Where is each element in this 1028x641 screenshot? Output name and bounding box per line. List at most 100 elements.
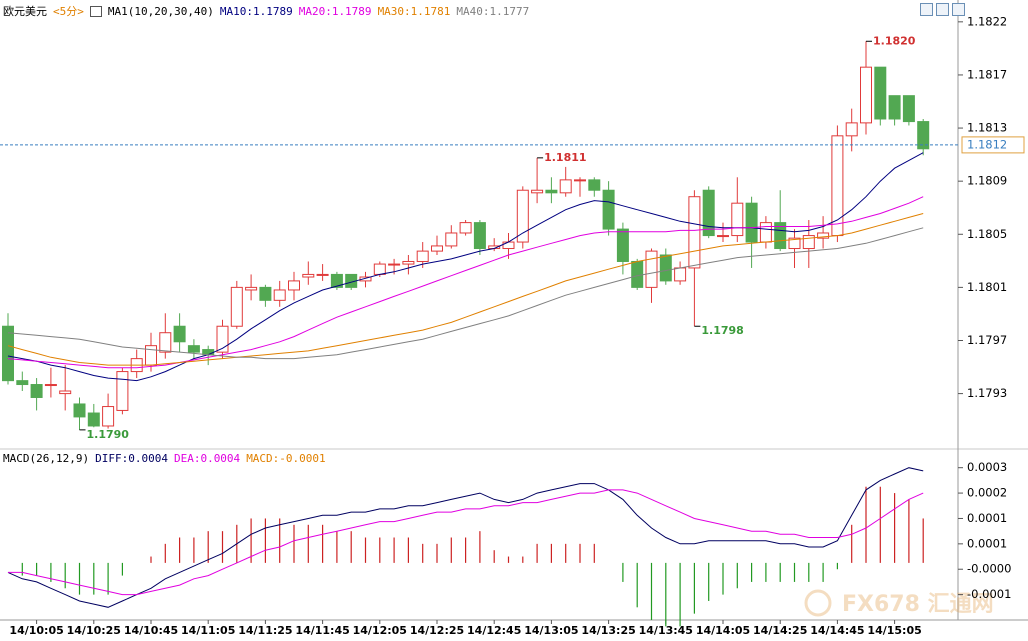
y-tick-label: 0.0003 — [967, 460, 1007, 474]
symbol-name: 欧元美元 — [3, 5, 47, 18]
x-tick-label: 14/12:05 — [353, 624, 407, 637]
y-tick-label: 0.0001 — [967, 536, 1007, 550]
x-tick-label: 14/11:05 — [181, 624, 235, 637]
y-tick-label: 0.0002 — [967, 486, 1007, 500]
indicator-icon[interactable] — [89, 5, 102, 17]
candle-body — [516, 189, 529, 243]
legend-entry: MA20:1.1789 — [298, 4, 372, 18]
annotation-label: 1.1790 — [87, 428, 130, 441]
y-tick-label: 1.1817 — [967, 67, 1007, 81]
candle-body — [159, 332, 172, 353]
legend-entry: DEA:0.0004 — [173, 452, 241, 465]
candle-body — [44, 384, 57, 387]
candle-body — [774, 222, 787, 250]
candle-body — [845, 122, 858, 137]
x-tick-label: 14/10:25 — [67, 624, 121, 637]
period[interactable]: <5分> — [53, 5, 84, 18]
x-tick-label: 14/12:25 — [410, 624, 464, 637]
candle-body — [631, 260, 644, 288]
candle-body — [731, 202, 744, 237]
candle-body — [802, 235, 815, 250]
candle-body — [788, 237, 801, 250]
candle-body — [359, 276, 372, 282]
x-tick-label: 14/11:45 — [295, 624, 349, 637]
candle-body — [30, 384, 43, 398]
candle-body — [502, 241, 515, 250]
x-tick-label: 14/11:25 — [238, 624, 292, 637]
x-tick-label: 14/13:05 — [524, 624, 578, 637]
candle-body — [16, 380, 29, 386]
candle-body — [659, 254, 672, 282]
tool-button[interactable] — [952, 3, 965, 16]
candle-body — [173, 325, 186, 343]
candle-body — [888, 95, 901, 120]
candle-body — [145, 345, 157, 366]
y-tick-label: 1.1793 — [967, 386, 1007, 400]
candle-body — [860, 66, 872, 124]
candle-body — [187, 345, 200, 353]
candle-body — [230, 286, 243, 327]
x-tick-label: 14/14:45 — [810, 624, 864, 637]
candle-body — [574, 179, 586, 182]
tool-button[interactable] — [920, 3, 933, 16]
y-tick-label: 1.1805 — [967, 227, 1007, 241]
candle-body — [273, 289, 286, 301]
price-legend: 欧元美元 <5分> MA1(10,20,30,40) MA10:1.1789 MA… — [3, 3, 529, 19]
candle-body — [116, 371, 129, 411]
macd-line — [7, 467, 924, 608]
y-tick-label: -0.0001 — [967, 587, 1011, 601]
candle-body — [87, 412, 100, 427]
candle-body — [674, 267, 687, 282]
legend-entry: DIFF:0.0004 — [95, 452, 168, 465]
candle-body — [759, 222, 772, 243]
y-tick-label: 1.1822 — [967, 14, 1007, 28]
candle-body — [531, 189, 544, 194]
candle-body — [102, 406, 115, 427]
x-tick-label: 14/15:05 — [867, 624, 921, 637]
candle-body — [59, 390, 72, 395]
candle-body — [559, 179, 572, 194]
x-tick-label: 14/13:45 — [639, 624, 693, 637]
candle-body — [388, 263, 401, 266]
candle-body — [402, 260, 415, 265]
candle-body — [216, 325, 229, 353]
candle-body — [288, 280, 300, 291]
watermark-logo — [804, 589, 832, 617]
legend-entry: MA40:1.1777 — [456, 4, 530, 18]
last-price-box — [961, 136, 1025, 154]
legend-entry: MACD:-0.0001 — [246, 452, 326, 465]
watermark-text: FX678 汇通网 — [842, 592, 994, 617]
x-tick-label: 14/13:25 — [581, 624, 635, 637]
y-tick-label: 1.1809 — [967, 174, 1007, 188]
last-price-label: 1.1812 — [967, 137, 1007, 151]
ma-line — [7, 227, 924, 360]
y-tick-label: 1.1813 — [967, 121, 1007, 135]
candle-body — [330, 273, 343, 288]
x-tick-label: 14/12:45 — [467, 624, 521, 637]
candle-body — [245, 286, 258, 291]
candle-body — [459, 222, 472, 234]
candle-body — [316, 273, 329, 276]
ma-line — [7, 196, 924, 369]
candle-body — [688, 196, 701, 269]
x-tick-label: 14/10:45 — [124, 624, 178, 637]
ma-line — [7, 213, 924, 366]
x-tick-label: 14/14:25 — [753, 624, 807, 637]
x-tick-label: 14/10:05 — [9, 624, 63, 637]
candle-body — [2, 325, 14, 382]
candle-body — [831, 135, 844, 237]
candle-body — [416, 250, 429, 262]
candle-body — [302, 273, 315, 278]
candle-body — [717, 235, 729, 238]
candle-body — [73, 403, 86, 418]
tool-button[interactable] — [936, 3, 949, 16]
candle-body — [259, 286, 272, 301]
candle-body — [588, 179, 601, 191]
candle-body — [445, 232, 458, 247]
annotation-label: 1.1798 — [701, 324, 743, 337]
watermark: FX678 汇通网 — [804, 589, 994, 617]
candle-body — [817, 232, 830, 239]
candle-body — [917, 121, 930, 150]
candle-body — [473, 222, 486, 250]
